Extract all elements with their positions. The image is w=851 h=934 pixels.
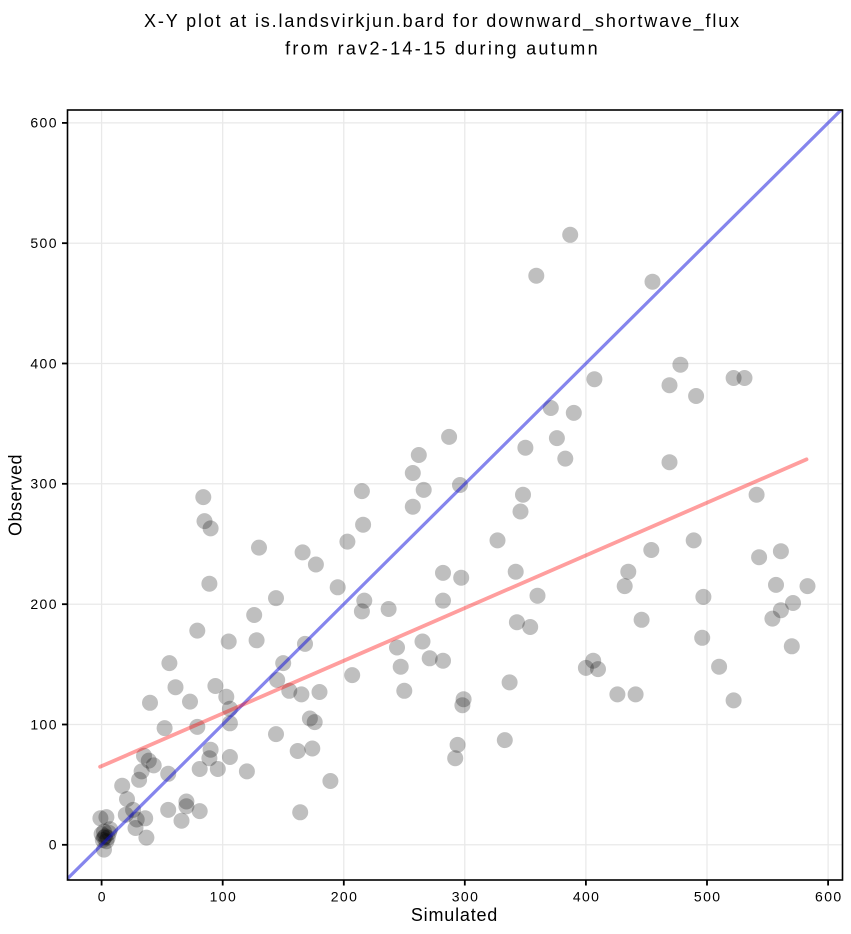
svg-text:500: 500 (30, 235, 58, 251)
svg-text:0: 0 (98, 889, 107, 905)
svg-text:X-Y plot at is.landsvirkjun.ba: X-Y plot at is.landsvirkjun.bard for dow… (144, 11, 741, 32)
svg-text:Observed: Observed (6, 454, 26, 536)
svg-text:0: 0 (49, 837, 58, 853)
svg-text:600: 600 (815, 889, 843, 905)
svg-text:400: 400 (30, 355, 58, 371)
svg-text:200: 200 (331, 889, 359, 905)
svg-text:600: 600 (30, 115, 58, 131)
svg-text:100: 100 (210, 889, 238, 905)
svg-text:500: 500 (694, 889, 722, 905)
svg-text:300: 300 (452, 889, 480, 905)
svg-text:400: 400 (573, 889, 601, 905)
svg-text:Simulated: Simulated (411, 905, 498, 925)
svg-text:200: 200 (30, 596, 58, 612)
svg-text:100: 100 (30, 716, 58, 732)
svg-text:300: 300 (30, 476, 58, 492)
svg-text:from rav2-14-15 during autumn: from rav2-14-15 during autumn (285, 39, 600, 59)
